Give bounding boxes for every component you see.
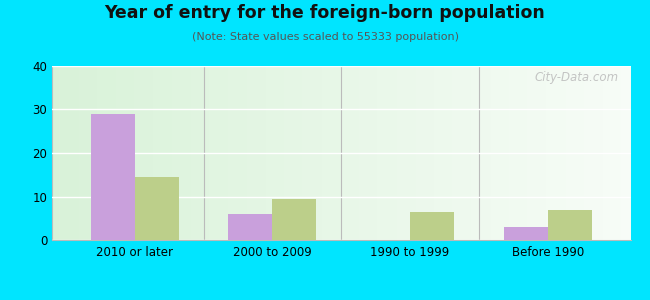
Bar <box>410 212 454 240</box>
Legend: 55333, Minnesota: 55333, Minnesota <box>240 297 443 300</box>
Text: (Note: State values scaled to 55333 population): (Note: State values scaled to 55333 popu… <box>192 32 458 41</box>
Bar <box>504 227 548 240</box>
Bar <box>228 214 272 240</box>
Bar <box>90 114 135 240</box>
Bar <box>135 177 179 240</box>
Text: City-Data.com: City-Data.com <box>535 71 619 84</box>
Bar <box>272 199 317 240</box>
Bar <box>548 209 592 240</box>
Text: Year of entry for the foreign-born population: Year of entry for the foreign-born popul… <box>105 4 545 22</box>
